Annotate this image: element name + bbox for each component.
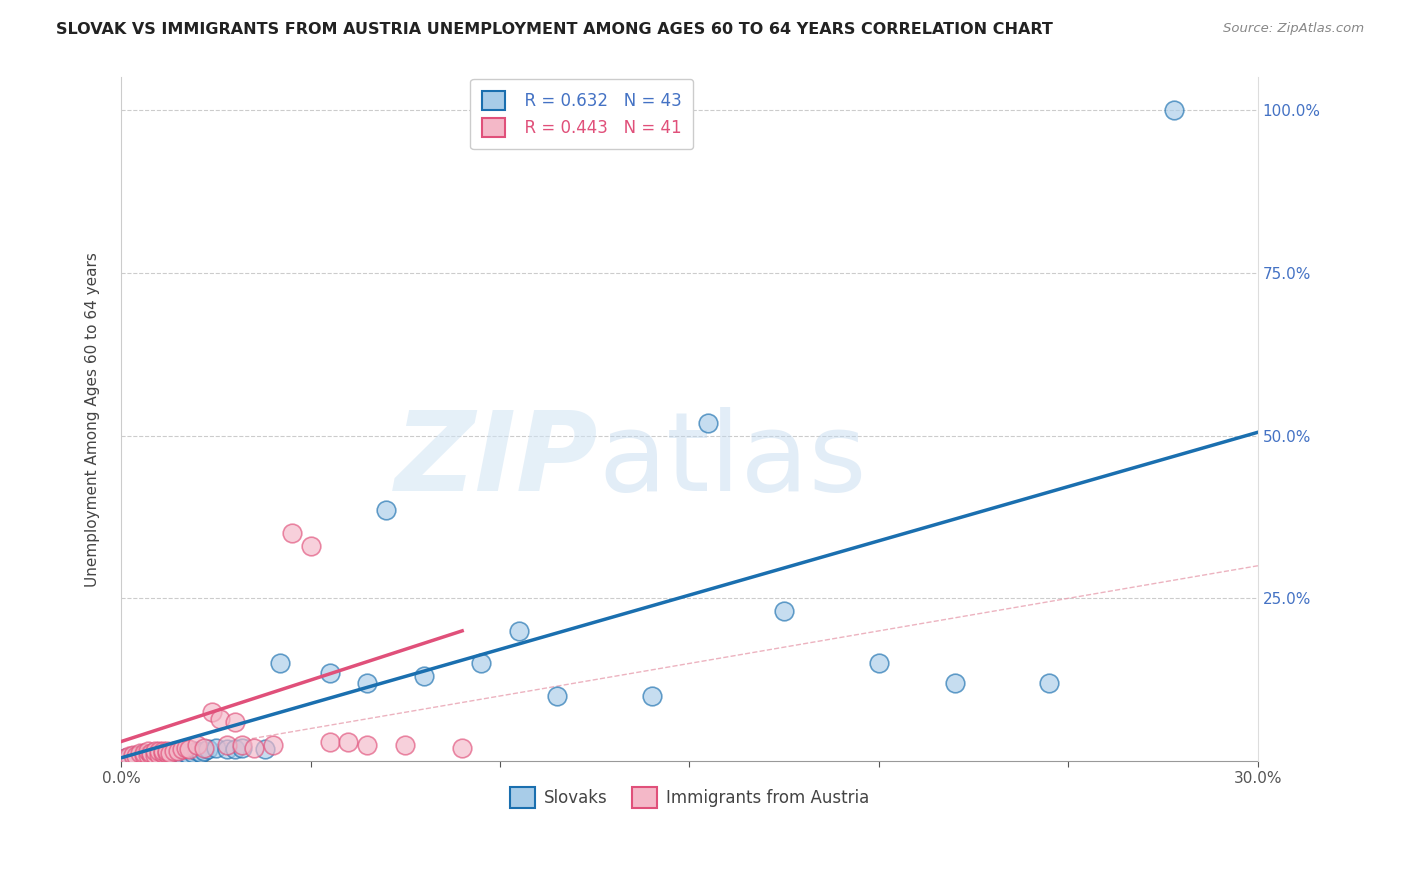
Point <box>132 750 155 764</box>
Point <box>148 747 170 762</box>
Point <box>1038 676 1060 690</box>
Point <box>546 689 568 703</box>
Point <box>413 669 436 683</box>
Point <box>375 503 398 517</box>
Y-axis label: Unemployment Among Ages 60 to 64 years: Unemployment Among Ages 60 to 64 years <box>86 252 100 587</box>
Point <box>155 748 177 763</box>
Point <box>299 539 322 553</box>
Point <box>231 738 253 752</box>
Point <box>125 748 148 763</box>
Point <box>129 747 152 762</box>
Point <box>174 741 197 756</box>
Point <box>254 742 277 756</box>
Point <box>640 689 662 703</box>
Point <box>231 741 253 756</box>
Point <box>141 747 163 762</box>
Point <box>152 750 174 764</box>
Point <box>152 746 174 760</box>
Text: SLOVAK VS IMMIGRANTS FROM AUSTRIA UNEMPLOYMENT AMONG AGES 60 TO 64 YEARS CORRELA: SLOVAK VS IMMIGRANTS FROM AUSTRIA UNEMPL… <box>56 22 1053 37</box>
Point <box>170 742 193 756</box>
Point <box>136 747 159 762</box>
Point <box>148 748 170 763</box>
Point <box>132 746 155 760</box>
Point <box>159 749 181 764</box>
Point <box>143 750 166 764</box>
Point <box>318 666 340 681</box>
Point <box>141 751 163 765</box>
Point <box>224 742 246 756</box>
Point <box>125 751 148 765</box>
Point <box>132 747 155 762</box>
Point <box>1163 103 1185 117</box>
Text: ZIP: ZIP <box>395 407 599 514</box>
Point <box>129 746 152 760</box>
Point <box>114 751 136 765</box>
Point <box>470 657 492 671</box>
Point <box>136 744 159 758</box>
Point <box>242 741 264 756</box>
Point <box>186 738 208 752</box>
Point <box>193 741 215 756</box>
Point <box>356 676 378 690</box>
Point <box>152 744 174 758</box>
Point <box>451 741 474 756</box>
Point <box>208 712 231 726</box>
Point <box>394 738 416 752</box>
Point <box>205 741 228 756</box>
Point <box>773 604 796 618</box>
Point <box>159 746 181 760</box>
Point <box>508 624 530 638</box>
Point <box>179 742 201 756</box>
Point <box>163 748 186 763</box>
Point <box>337 734 360 748</box>
Point <box>167 744 190 758</box>
Point <box>114 751 136 765</box>
Point <box>121 748 143 763</box>
Point <box>148 744 170 758</box>
Point <box>181 746 204 760</box>
Point <box>121 747 143 762</box>
Point <box>163 744 186 758</box>
Text: Source: ZipAtlas.com: Source: ZipAtlas.com <box>1223 22 1364 36</box>
Point <box>167 748 190 763</box>
Point <box>155 746 177 760</box>
Point <box>118 748 141 763</box>
Legend: Slovaks, Immigrants from Austria: Slovaks, Immigrants from Austria <box>503 780 876 814</box>
Point <box>118 751 141 765</box>
Point <box>943 676 966 690</box>
Point <box>356 738 378 752</box>
Point <box>170 747 193 762</box>
Point <box>262 738 284 752</box>
Point <box>179 747 201 762</box>
Point <box>136 748 159 763</box>
Text: atlas: atlas <box>599 407 868 514</box>
Point <box>269 657 291 671</box>
Point <box>193 744 215 758</box>
Point <box>197 742 219 756</box>
Point <box>201 705 224 719</box>
Point <box>217 738 239 752</box>
Point <box>318 734 340 748</box>
Point <box>868 657 890 671</box>
Point <box>141 746 163 760</box>
Point <box>155 744 177 758</box>
Point <box>280 526 302 541</box>
Point <box>224 714 246 729</box>
Point <box>143 747 166 762</box>
Point <box>190 746 212 760</box>
Point <box>174 746 197 760</box>
Point <box>217 742 239 756</box>
Point <box>143 744 166 758</box>
Point <box>697 416 720 430</box>
Point <box>186 744 208 758</box>
